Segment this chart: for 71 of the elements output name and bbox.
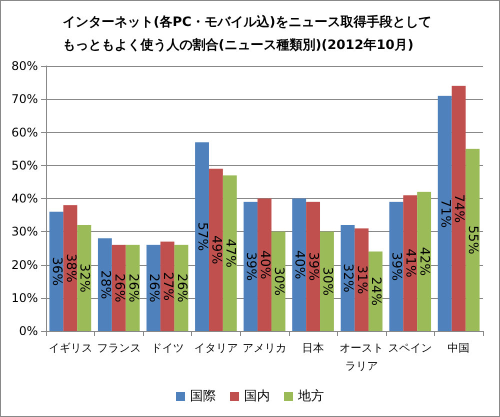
data-label: 36%	[48, 256, 64, 286]
data-label: 32%	[340, 264, 356, 292]
data-label: 42%	[416, 246, 432, 276]
data-label: 71%	[437, 198, 452, 228]
data-label: 31%	[354, 265, 370, 294]
bar	[403, 195, 418, 331]
data-label: 28%	[97, 270, 112, 300]
x-tick-label: 中国	[448, 342, 470, 354]
bar	[292, 198, 306, 331]
data-label: 40%	[292, 250, 307, 280]
bar	[208, 168, 223, 331]
x-tick-label: フランス	[96, 342, 141, 354]
x-tick-label: オーストラリア	[340, 342, 384, 372]
data-label: 24%	[368, 276, 384, 306]
bar	[368, 252, 382, 331]
data-label: 38%	[62, 254, 78, 283]
data-label: 39%	[243, 252, 258, 281]
bar	[466, 148, 480, 331]
data-label: 26%	[125, 273, 140, 302]
bar	[306, 202, 320, 331]
legend-label: 国際	[190, 389, 216, 404]
bar	[271, 232, 286, 331]
bar	[195, 142, 209, 331]
y-tick-label: 0%	[18, 324, 38, 338]
x-tick-label: アメリカ	[242, 342, 286, 354]
bar	[49, 212, 64, 331]
data-label: 32%	[76, 264, 92, 292]
bar	[389, 202, 404, 331]
data-label: 47%	[222, 238, 238, 268]
data-label: 55%	[465, 225, 480, 254]
bar	[258, 198, 272, 331]
data-label: 40%	[257, 250, 272, 280]
bar	[160, 242, 174, 331]
y-tick-label: 60%	[11, 125, 38, 140]
data-label: 39%	[306, 252, 321, 281]
bar	[320, 232, 334, 331]
bar	[340, 225, 355, 331]
data-label: 26%	[146, 273, 161, 302]
bar	[77, 225, 92, 331]
chart-title: インターネット(各PC・モバイル込)をニュース取得手段としてもっともよく使う人の割合(ニュース種類別)(2012年10月)	[62, 14, 432, 53]
x-tick-label: 日本	[302, 342, 324, 354]
y-tick-label: 30%	[11, 224, 38, 239]
x-tick-label: イタリア	[194, 342, 238, 354]
bar	[438, 96, 452, 331]
data-label: 27%	[160, 272, 175, 301]
y-tick-label: 70%	[11, 92, 38, 106]
x-tick-label: スペイン	[388, 342, 432, 354]
bar	[222, 175, 237, 331]
legend-label: 地方	[297, 388, 324, 404]
bar	[452, 86, 466, 331]
data-label: 26%	[111, 273, 126, 302]
x-tick-label: ドイツ	[150, 342, 184, 354]
y-tick-label: 20%	[11, 258, 38, 272]
data-label: 30%	[319, 266, 334, 296]
y-tick-label: 80%	[11, 59, 38, 73]
data-label: 39%	[388, 252, 404, 281]
legend-label: 国内	[244, 389, 270, 404]
data-label: 30%	[270, 266, 286, 296]
data-label: 49%	[208, 235, 224, 264]
y-tick-label: 10%	[11, 290, 38, 305]
bar	[98, 238, 112, 331]
bar	[417, 192, 432, 331]
y-tick-label: 40%	[11, 192, 38, 206]
bar	[244, 202, 258, 331]
data-label: 57%	[194, 222, 210, 252]
y-tick-label: 50%	[11, 158, 38, 172]
data-label: 41%	[402, 248, 418, 278]
data-label: 74%	[451, 194, 466, 223]
data-label: 26%	[174, 273, 189, 302]
bar	[354, 228, 369, 331]
x-tick-label: イギリス	[48, 342, 92, 354]
